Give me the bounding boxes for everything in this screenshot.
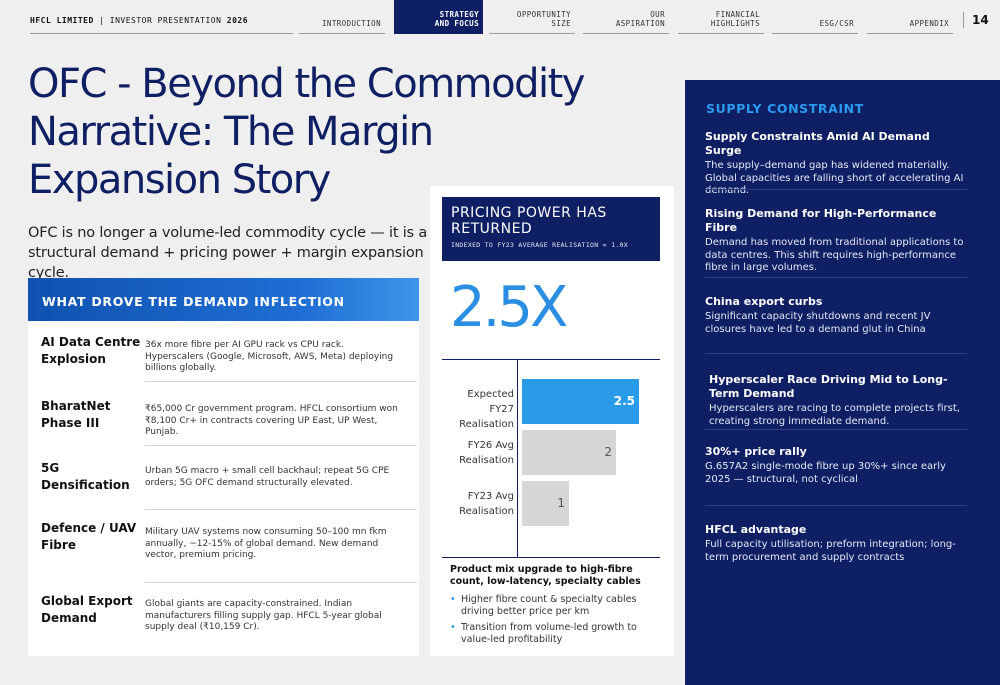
supply-divider bbox=[705, 429, 967, 430]
pricing-power-card: PRICING POWER HAS RETURNED INDEXED TO FY… bbox=[430, 186, 674, 656]
row-divider bbox=[145, 509, 417, 510]
company-name: HFCL LIMITED bbox=[30, 16, 94, 25]
supply-item: HFCL advantage Full capacity utilisation… bbox=[705, 523, 967, 564]
supply-item-title: HFCL advantage bbox=[705, 523, 807, 536]
top-navigation: HFCL LIMITED | INVESTOR PRESENTATION 202… bbox=[0, 0, 1000, 34]
driver-name: Global Export Demand bbox=[41, 594, 133, 625]
chart-top-rule bbox=[442, 359, 660, 360]
driver-row: BharatNet Phase III ₹65,000 Cr governmen… bbox=[28, 383, 419, 447]
driver-row: Defence / UAV Fibre Military UAV systems… bbox=[28, 511, 419, 583]
brand-header: HFCL LIMITED | INVESTOR PRESENTATION 202… bbox=[30, 16, 293, 25]
product-mix-list: Higher fibre count & specialty cables dr… bbox=[450, 594, 665, 650]
supply-item-description: Significant capacity shutdowns and recen… bbox=[705, 311, 931, 335]
presentation-year: 2026 bbox=[226, 16, 249, 25]
tab-opportunity-size[interactable]: OPPORTUNITY SIZE bbox=[489, 0, 575, 34]
bar-category-label: FY26 Avg Realisation bbox=[459, 440, 514, 466]
driver-row: Global Export Demand Global giants are c… bbox=[28, 583, 419, 656]
tab-label: FINANCIAL HIGHLIGHTS bbox=[710, 10, 760, 28]
supply-item-title: China export curbs bbox=[705, 295, 823, 308]
driver-description: Global giants are capacity-constrained. … bbox=[145, 599, 382, 632]
bar-value-label: 2.5 bbox=[613, 394, 635, 408]
driver-description: ₹65,000 Cr government program. HFCL cons… bbox=[145, 404, 398, 437]
supply-item-description: Full capacity utilisation; preform integ… bbox=[705, 539, 956, 563]
page-title: OFC - Beyond the Commodity Narrative: Th… bbox=[28, 61, 585, 203]
supply-item-description: Demand has moved from traditional applic… bbox=[705, 237, 964, 273]
driver-description: Urban 5G macro + small cell backhaul; re… bbox=[145, 466, 390, 488]
list-item: Higher fibre count & specialty cables dr… bbox=[450, 594, 665, 618]
bar: 2.5 bbox=[522, 379, 639, 424]
tab-label: OUR ASPIRATION bbox=[615, 10, 665, 28]
bar-value-label: 2 bbox=[604, 445, 612, 459]
tab-esg-csr[interactable]: ESG/CSR bbox=[772, 0, 858, 34]
supply-item-description: The supply–demand gap has widened materi… bbox=[705, 160, 964, 196]
supply-divider bbox=[705, 189, 967, 190]
supply-item-description: G.657A2 single-mode fibre up 30%+ since … bbox=[705, 461, 946, 485]
driver-row: AI Data Centre Explosion 36x more fibre … bbox=[28, 321, 419, 383]
pricing-subtitle: INDEXED TO FY23 AVERAGE REALISATION = 1.… bbox=[451, 241, 628, 249]
demand-drivers-heading: WHAT DROVE THE DEMAND INFLECTION bbox=[42, 294, 345, 309]
supply-constraint-heading: SUPPLY CONSTRAINT bbox=[706, 101, 864, 116]
tab-our-aspiration[interactable]: OUR ASPIRATION bbox=[583, 0, 669, 34]
demand-drivers-panel: WHAT DROVE THE DEMAND INFLECTION AI Data… bbox=[28, 278, 419, 656]
supply-item-description: Hyperscalers are racing to complete proj… bbox=[709, 403, 960, 427]
driver-name: 5G Densification bbox=[41, 461, 130, 492]
supply-item: Supply Constraints Amid AI Demand Surge … bbox=[705, 130, 967, 198]
brand-separator: | bbox=[99, 16, 105, 25]
supply-item-title: Supply Constraints Amid AI Demand Surge bbox=[705, 130, 930, 157]
list-item: Transition from volume-led growth to val… bbox=[450, 622, 665, 646]
tab-introduction[interactable]: INTRODUCTION bbox=[299, 0, 385, 34]
supply-item-title: Rising Demand for High-Performance Fibre bbox=[705, 207, 937, 234]
driver-name: AI Data Centre Explosion bbox=[41, 335, 141, 366]
driver-name: Defence / UAV Fibre bbox=[41, 521, 137, 552]
product-mix-heading: Product mix upgrade to high-fibre count,… bbox=[450, 564, 641, 587]
supply-item: Rising Demand for High-Performance Fibre… bbox=[705, 207, 967, 275]
pricing-headline-value: 2.5X bbox=[450, 275, 568, 340]
supply-item-title: Hyperscaler Race Driving Mid to Long-Ter… bbox=[709, 373, 948, 400]
tab-label: OPPORTUNITY SIZE bbox=[516, 10, 571, 28]
pricing-header: PRICING POWER HAS RETURNED INDEXED TO FY… bbox=[442, 197, 660, 261]
supply-divider bbox=[705, 277, 967, 278]
driver-description: 36x more fibre per AI GPU rack vs CPU ra… bbox=[145, 340, 394, 373]
bar-category-label: Expected FY27 Realisation bbox=[459, 389, 514, 430]
tab-label: APPENDIX bbox=[909, 19, 949, 28]
row-divider bbox=[145, 582, 417, 583]
bar: 1 bbox=[522, 481, 569, 526]
tab-label: INTRODUCTION bbox=[322, 19, 381, 28]
pricing-title: PRICING POWER HAS RETURNED bbox=[451, 205, 607, 237]
tab-label: STRATEGY AND FOCUS bbox=[434, 10, 479, 28]
bar: 2 bbox=[522, 430, 616, 475]
supply-item: China export curbs Significant capacity … bbox=[705, 295, 967, 336]
brand-divider bbox=[30, 33, 293, 34]
chart-axis bbox=[517, 360, 518, 557]
chart-bottom-rule bbox=[442, 557, 660, 558]
bar-value-label: 1 bbox=[557, 496, 565, 510]
tab-appendix[interactable]: APPENDIX bbox=[867, 0, 953, 34]
driver-description: Military UAV systems now consuming 50–10… bbox=[145, 527, 387, 560]
bar-category-label: FY23 Avg Realisation bbox=[459, 491, 514, 517]
supply-item-title: 30%+ price rally bbox=[705, 445, 807, 458]
row-divider bbox=[145, 445, 417, 446]
supply-item: Hyperscaler Race Driving Mid to Long-Ter… bbox=[709, 373, 971, 428]
tab-label: ESG/CSR bbox=[819, 19, 854, 28]
page-number: 14 bbox=[963, 12, 993, 28]
tab-financial-highlights[interactable]: FINANCIAL HIGHLIGHTS bbox=[678, 0, 764, 34]
driver-name: BharatNet Phase III bbox=[41, 399, 111, 430]
presentation-name: INVESTOR PRESENTATION bbox=[109, 16, 222, 25]
supply-item: 30%+ price rally G.657A2 single-mode fib… bbox=[705, 445, 967, 486]
row-divider bbox=[145, 381, 417, 382]
demand-drivers-header: WHAT DROVE THE DEMAND INFLECTION bbox=[28, 278, 419, 321]
driver-row: 5G Densification Urban 5G macro + small … bbox=[28, 447, 419, 511]
supply-constraint-panel: SUPPLY CONSTRAINT Supply Constraints Ami… bbox=[685, 80, 1000, 685]
intro-text: OFC is no longer a volume-led commodity … bbox=[28, 225, 428, 281]
supply-divider bbox=[705, 505, 967, 506]
supply-divider bbox=[705, 353, 967, 354]
tab-strategy-and-focus[interactable]: STRATEGY AND FOCUS bbox=[394, 0, 483, 34]
